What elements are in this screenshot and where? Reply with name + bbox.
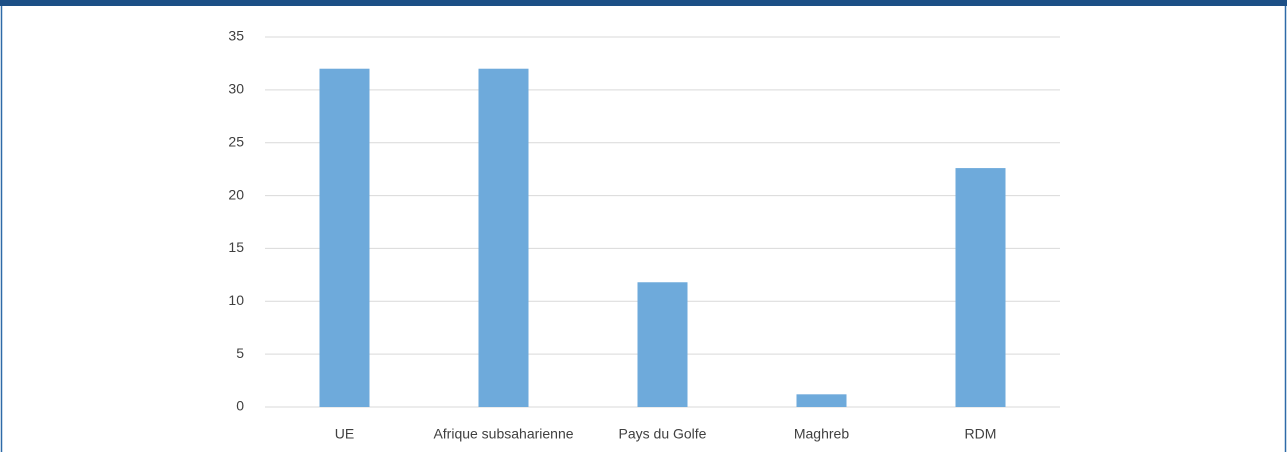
x-tick-label: RDM <box>965 426 997 442</box>
y-tick-label: 10 <box>228 292 244 308</box>
y-tick-label: 5 <box>236 345 244 361</box>
x-tick-label: Pays du Golfe <box>619 426 707 442</box>
bar <box>796 394 847 407</box>
bar <box>319 68 370 407</box>
y-tick-label: 15 <box>228 239 244 255</box>
y-tick-label: 20 <box>228 186 244 202</box>
y-tick-label: 35 <box>228 28 244 44</box>
y-tick-label: 30 <box>228 81 244 97</box>
x-tick-label: Afrique subsaharienne <box>433 426 573 442</box>
bar <box>637 282 688 407</box>
x-tick-label: Maghreb <box>794 426 849 442</box>
x-tick-label: UE <box>335 426 354 442</box>
top-border <box>0 0 1287 6</box>
y-tick-label: 0 <box>236 398 244 414</box>
bar <box>955 168 1006 407</box>
y-tick-label: 25 <box>228 133 244 149</box>
bar <box>478 68 529 407</box>
